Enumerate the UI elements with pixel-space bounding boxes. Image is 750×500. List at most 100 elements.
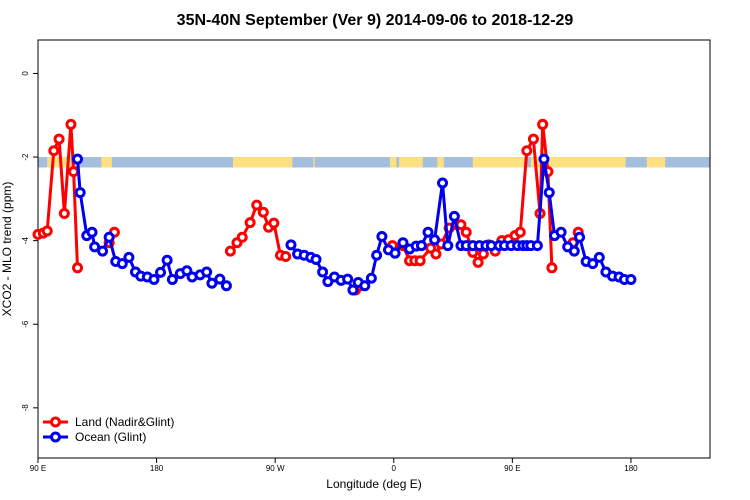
x-tick-label: 0 xyxy=(392,464,397,473)
series-ocean-point xyxy=(220,280,232,292)
series-land-point xyxy=(58,207,70,219)
legend-ocean-marker xyxy=(50,431,61,443)
series-ocean-point xyxy=(442,240,454,252)
y-tick-label: -6 xyxy=(21,320,30,328)
series-ocean-point xyxy=(415,240,427,252)
series-land-point xyxy=(527,133,539,145)
series-ocean-point xyxy=(97,245,109,257)
series-land-point xyxy=(268,217,280,229)
series-ocean-point xyxy=(342,273,354,285)
series-land-point xyxy=(472,256,484,268)
series-land-point xyxy=(280,251,292,263)
series-ocean-point xyxy=(538,153,550,165)
series-ocean-point xyxy=(543,187,555,199)
series-ocean-point xyxy=(389,247,401,259)
series-land-point xyxy=(257,206,269,218)
series-ocean-point xyxy=(116,258,128,270)
series-land xyxy=(32,118,584,296)
series-land-line xyxy=(37,122,79,268)
series-ocean-point xyxy=(74,187,86,199)
x-tick-label: 90 E xyxy=(504,464,520,473)
series-ocean-point xyxy=(365,272,377,284)
series-ocean-point xyxy=(89,241,101,253)
series-ocean-point xyxy=(448,210,460,222)
series-ocean-point xyxy=(86,226,98,238)
chart-title: 35N-40N September (Ver 9) 2014-09-06 to … xyxy=(177,12,574,29)
series-ocean-point xyxy=(376,230,388,242)
series-ocean-point xyxy=(437,177,449,189)
x-tick-label: 180 xyxy=(624,464,638,473)
series-ocean-point xyxy=(359,280,371,292)
series-ocean-point xyxy=(568,245,580,257)
x-tick-label: 180 xyxy=(150,464,164,473)
series-ocean-point xyxy=(148,274,160,286)
series-land-point xyxy=(430,248,442,260)
land-band-segment xyxy=(646,157,666,168)
x-axis-label: Longitude (deg E) xyxy=(326,477,421,491)
series-ocean-point xyxy=(123,251,135,263)
series-land-point xyxy=(460,226,472,238)
series-land-point xyxy=(65,118,77,130)
series-land-point xyxy=(41,225,53,237)
series-land-point xyxy=(414,255,426,267)
legend-ocean-label: Ocean (Glint) xyxy=(75,430,146,444)
y-axis-label: XCO2 - MLO trend (ppm) xyxy=(0,182,14,317)
y-tick-label: -4 xyxy=(21,237,30,245)
series-ocean-point xyxy=(422,226,434,238)
axes: 90 E 180 90 W 0 90 E 180 0 -2 -4 -6 -8 xyxy=(21,71,638,473)
legend-land-label: Land (Nadir&Glint) xyxy=(75,415,174,429)
legend-land-marker xyxy=(50,416,61,428)
series-ocean-point xyxy=(625,274,637,286)
series-ocean xyxy=(72,153,637,296)
plot-frame xyxy=(37,39,711,459)
land-band-segment xyxy=(313,157,315,168)
series-ocean-point xyxy=(166,274,178,286)
series-ocean-point xyxy=(593,251,605,263)
legend: Land (Nadir&Glint) Ocean (Glint) xyxy=(43,415,174,444)
land-ocean-band xyxy=(38,157,710,168)
ocean-band xyxy=(38,157,710,168)
series-ocean-point xyxy=(574,231,586,243)
series-land-point xyxy=(48,145,60,157)
series-ocean-point xyxy=(587,258,599,270)
series-land-point xyxy=(236,231,248,243)
series-ocean-point xyxy=(155,266,167,278)
series-land-point xyxy=(53,133,65,145)
land-band-segment xyxy=(389,157,397,168)
land-band-segment xyxy=(101,157,112,168)
series-land-point xyxy=(514,226,526,238)
series-land-point xyxy=(224,245,236,257)
series-ocean-point xyxy=(371,249,383,261)
land-band-segment xyxy=(437,157,444,168)
series-layer xyxy=(32,118,637,296)
series-ocean-point xyxy=(555,226,567,238)
series-ocean-point xyxy=(214,273,226,285)
series-ocean-point xyxy=(317,266,329,278)
series-ocean-point xyxy=(285,239,297,251)
series-ocean-line xyxy=(76,158,228,287)
series-land-point xyxy=(521,145,533,157)
land-band-segment xyxy=(472,157,525,168)
series-ocean-point xyxy=(72,153,84,165)
x-tick-label: 90 W xyxy=(266,464,285,473)
series-ocean-point xyxy=(531,240,543,252)
series-land-point xyxy=(72,262,84,274)
y-tick-label: 0 xyxy=(21,71,30,76)
series-ocean-point xyxy=(429,234,441,246)
series-ocean-point xyxy=(347,284,359,296)
series-land-point xyxy=(537,118,549,130)
x-tick-label: 90 E xyxy=(30,464,46,473)
series-ocean-point xyxy=(161,254,173,266)
y-tick-label: -8 xyxy=(21,404,30,412)
series-ocean-point xyxy=(201,266,213,278)
series-land-point xyxy=(244,217,256,229)
land-band-segment xyxy=(399,157,423,168)
land-band-segment xyxy=(530,157,626,168)
series-ocean-point xyxy=(103,231,115,243)
series-land-point xyxy=(68,166,80,178)
series-ocean-point xyxy=(397,237,409,249)
series-land-point xyxy=(546,262,558,274)
y-tick-label: -2 xyxy=(21,153,30,161)
series-land-point xyxy=(251,199,263,211)
